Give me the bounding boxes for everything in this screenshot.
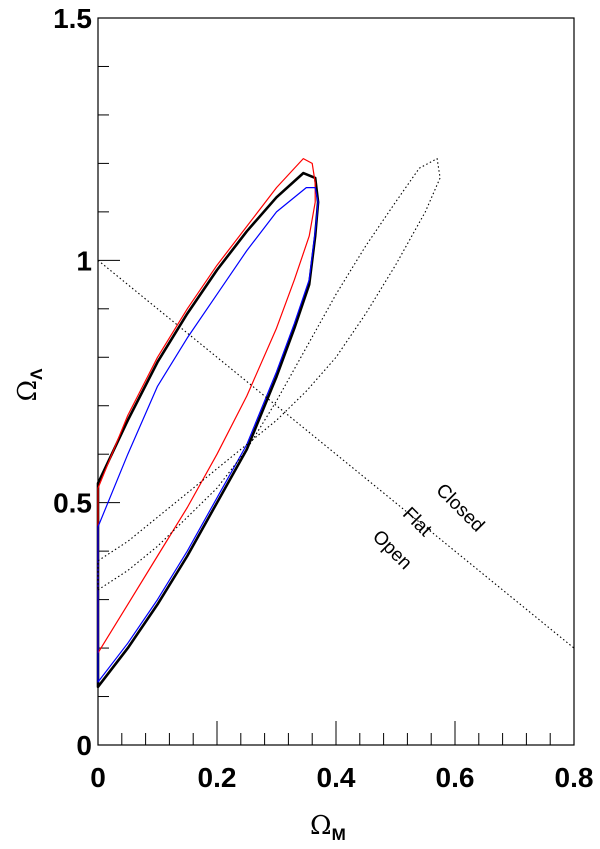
x-tick-label: 0.6 (436, 762, 475, 793)
y-axis-symbol: Ω (13, 380, 43, 402)
blue-contour (97, 187, 319, 683)
annotation-flat: Flat (398, 503, 436, 541)
x-tick-label: 0.4 (317, 762, 356, 793)
x-axis-symbol: Ω (310, 811, 332, 841)
x-tick-label: 0.2 (198, 762, 237, 793)
plot-frame (97, 17, 575, 746)
x-axis-subscript: M (332, 825, 346, 844)
y-tick-label: 0 (76, 730, 92, 761)
y-tick-label: 1.5 (53, 3, 92, 34)
series-layer (96, 158, 575, 689)
flat-universe-line (97, 259, 575, 649)
y-axis-title: ΩΛ (13, 368, 46, 402)
annotation-closed: Closed (432, 480, 489, 537)
x-tick-label: 0 (90, 762, 106, 793)
annotation-open: Open (368, 526, 416, 574)
y-tick-label: 0.5 (53, 488, 92, 519)
axis-ticks (97, 17, 575, 746)
tick-labels: 0 0.2 0.4 0.6 0.8 0 0.5 1 1.5 (53, 3, 593, 793)
y-axis-subscript: Λ (27, 368, 46, 380)
x-axis-title: ΩM (310, 811, 346, 844)
y-tick-label: 1 (76, 245, 92, 276)
red-contour (97, 158, 316, 654)
x-tick-label: 0.8 (555, 762, 594, 793)
dotted-contour (97, 158, 441, 591)
black-contour (96, 171, 320, 689)
